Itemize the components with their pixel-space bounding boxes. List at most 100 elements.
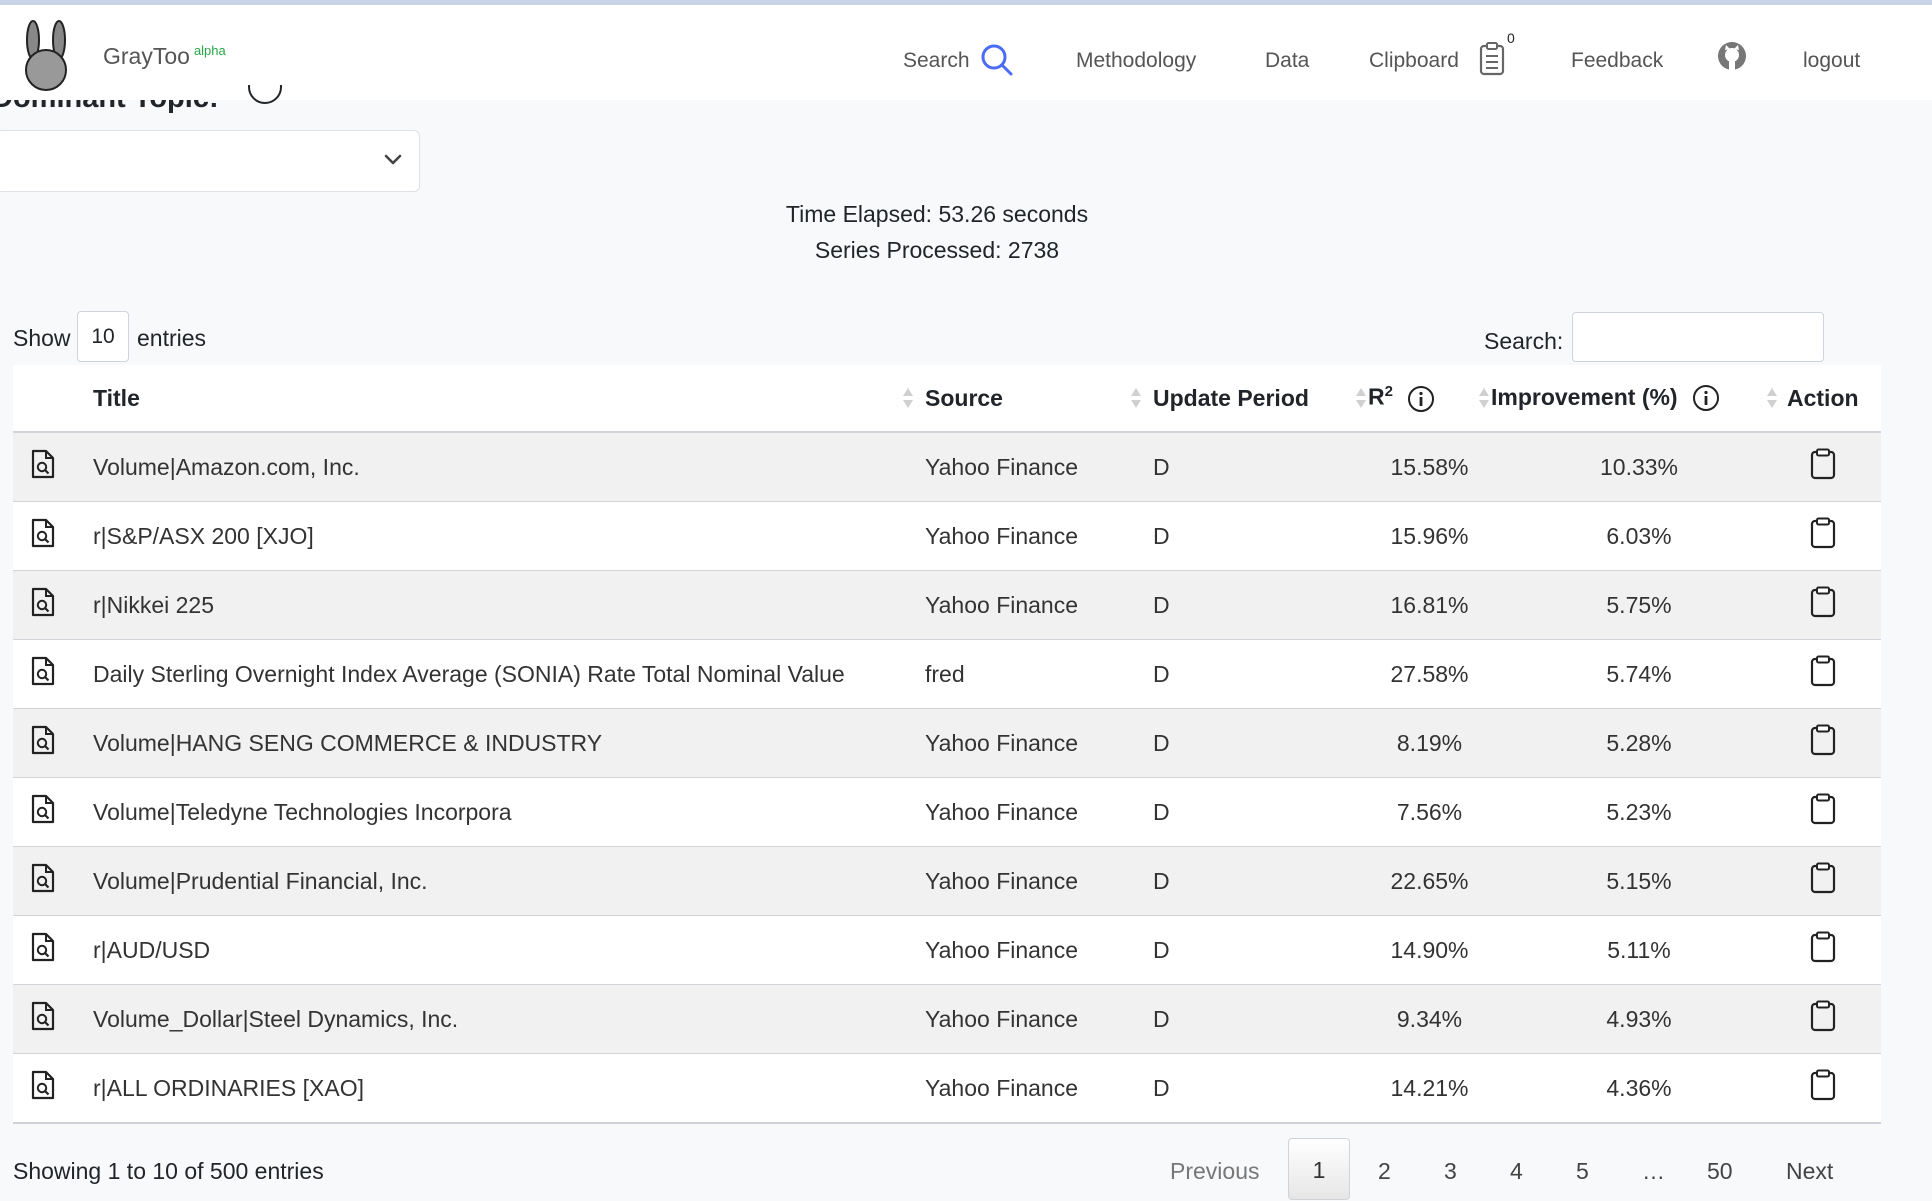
pagination-page-5[interactable]: 5 [1576, 1158, 1589, 1184]
table-row: Volume_Dollar|Steel Dynamics, Inc. Yahoo … [13, 984, 1881, 1054]
copy-to-clipboard-icon[interactable] [1810, 931, 1836, 968]
sort-arrows-icon [1479, 388, 1489, 410]
header-improvement[interactable]: Improvement (%) [1491, 365, 1787, 433]
row-update-period: D [1153, 1053, 1368, 1124]
pagination-ellipsis: … [1642, 1158, 1665, 1184]
copy-to-clipboard-icon[interactable] [1810, 655, 1836, 692]
improvement-info-icon[interactable] [1692, 384, 1720, 412]
document-search-icon[interactable] [30, 656, 56, 691]
row-r2: 8.19% [1368, 708, 1491, 778]
table-row: Volume|Prudential Financial, Inc. Yahoo F… [13, 846, 1881, 916]
navbar: GrayToo alpha Search Methodology Data Cli… [0, 5, 1932, 100]
pagination-page-1[interactable]: 1 [1288, 1138, 1350, 1200]
row-doc-cell[interactable] [13, 708, 93, 778]
clipboard-list-icon[interactable] [1478, 41, 1508, 77]
row-improvement: 5.23% [1491, 777, 1787, 847]
row-title[interactable]: Volume|HANG SENG COMMERCE & INDUSTRY [93, 708, 925, 778]
nav-methodology[interactable]: Methodology [1076, 49, 1197, 72]
pagination-page-4[interactable]: 4 [1510, 1158, 1523, 1184]
pagination-page-3[interactable]: 3 [1444, 1158, 1457, 1184]
search-icon[interactable] [980, 43, 1014, 77]
header-title[interactable]: Title [93, 365, 925, 433]
copy-to-clipboard-icon[interactable] [1810, 793, 1836, 830]
pagination-page-50[interactable]: 50 [1707, 1158, 1733, 1184]
row-title[interactable]: Volume|Amazon.com, Inc. [93, 432, 925, 502]
showing-entries-text: Showing 1 to 10 of 500 entries [13, 1158, 324, 1184]
row-title[interactable]: Daily Sterling Overnight Index Average (… [93, 639, 925, 709]
row-title[interactable]: Volume|Teledyne Technologies Incorpora [93, 777, 925, 847]
header-update-period-label: Update Period [1153, 384, 1309, 411]
document-search-icon[interactable] [30, 587, 56, 622]
row-improvement: 10.33% [1491, 432, 1787, 502]
table-row: Daily Sterling Overnight Index Average (… [13, 639, 1881, 709]
copy-to-clipboard-icon[interactable] [1810, 862, 1836, 899]
row-doc-cell[interactable] [13, 846, 93, 916]
copy-to-clipboard-icon[interactable] [1810, 448, 1836, 485]
row-title[interactable]: r|S&P/ASX 200 [XJO] [93, 501, 925, 571]
row-title[interactable]: r|AUD/USD [93, 915, 925, 985]
row-r2: 15.96% [1368, 501, 1491, 571]
copy-to-clipboard-icon[interactable] [1810, 1069, 1836, 1106]
document-search-icon[interactable] [30, 1001, 56, 1036]
document-search-icon[interactable] [30, 932, 56, 967]
row-improvement: 5.15% [1491, 846, 1787, 916]
copy-to-clipboard-icon[interactable] [1810, 517, 1836, 554]
row-source: Yahoo Finance [925, 501, 1153, 571]
row-action-cell [1787, 846, 1881, 916]
nav-clipboard[interactable]: Clipboard [1369, 49, 1459, 72]
row-title[interactable]: r|Nikkei 225 [93, 570, 925, 640]
row-source: Yahoo Finance [925, 777, 1153, 847]
document-search-icon[interactable] [30, 863, 56, 898]
row-doc-cell[interactable] [13, 639, 93, 709]
row-update-period: D [1153, 501, 1368, 571]
header-r2-sup: 2 [1384, 383, 1393, 401]
pagination-previous[interactable]: Previous [1170, 1158, 1260, 1184]
row-improvement: 4.36% [1491, 1053, 1787, 1124]
document-search-icon[interactable] [30, 794, 56, 829]
row-r2: 7.56% [1368, 777, 1491, 847]
run-stats: Time Elapsed: 53.26 seconds Series Proce… [737, 196, 1137, 268]
row-action-cell [1787, 639, 1881, 709]
bunny-logo-icon[interactable] [20, 20, 72, 92]
nav-data[interactable]: Data [1265, 49, 1310, 72]
row-doc-cell[interactable] [13, 915, 93, 985]
dominant-topic-select[interactable] [0, 130, 420, 192]
browser-top-border [0, 0, 1932, 5]
pagination-page-2[interactable]: 2 [1378, 1158, 1391, 1184]
header-update-period[interactable]: Update Period [1153, 365, 1368, 433]
row-update-period: D [1153, 639, 1368, 709]
brand[interactable]: GrayToo alpha [103, 43, 226, 70]
row-title[interactable]: r|ALL ORDINARIES [XAO] [93, 1053, 925, 1124]
header-r2[interactable]: R2 [1368, 365, 1491, 433]
document-search-icon[interactable] [30, 725, 56, 760]
document-search-icon[interactable] [30, 1070, 56, 1105]
row-doc-cell[interactable] [13, 1053, 93, 1124]
nav-search[interactable]: Search [903, 49, 970, 72]
row-source: Yahoo Finance [925, 432, 1153, 502]
row-r2: 9.34% [1368, 984, 1491, 1054]
entries-per-page-select[interactable]: 10 [77, 311, 129, 362]
brand-name: GrayToo [103, 43, 190, 69]
row-title[interactable]: Volume_Dollar|Steel Dynamics, Inc. [93, 984, 925, 1054]
row-improvement: 5.28% [1491, 708, 1787, 778]
header-source[interactable]: Source [925, 365, 1153, 433]
pagination-next[interactable]: Next [1786, 1158, 1834, 1184]
copy-to-clipboard-icon[interactable] [1810, 586, 1836, 623]
nav-logout[interactable]: logout [1803, 49, 1861, 72]
r2-info-icon[interactable] [1407, 385, 1435, 413]
row-doc-cell[interactable] [13, 777, 93, 847]
row-doc-cell[interactable] [13, 984, 93, 1054]
nav-feedback[interactable]: Feedback [1571, 49, 1664, 72]
table-search-input[interactable] [1572, 312, 1824, 362]
github-icon[interactable] [1717, 41, 1747, 71]
row-doc-cell[interactable] [13, 501, 93, 571]
row-title[interactable]: Volume|Prudential Financial, Inc. [93, 846, 925, 916]
header-source-label: Source [925, 384, 1003, 411]
sort-arrows-icon [1356, 388, 1366, 410]
row-doc-cell[interactable] [13, 432, 93, 502]
row-doc-cell[interactable] [13, 570, 93, 640]
copy-to-clipboard-icon[interactable] [1810, 1000, 1836, 1037]
copy-to-clipboard-icon[interactable] [1810, 724, 1836, 761]
document-search-icon[interactable] [30, 518, 56, 553]
document-search-icon[interactable] [30, 449, 56, 484]
